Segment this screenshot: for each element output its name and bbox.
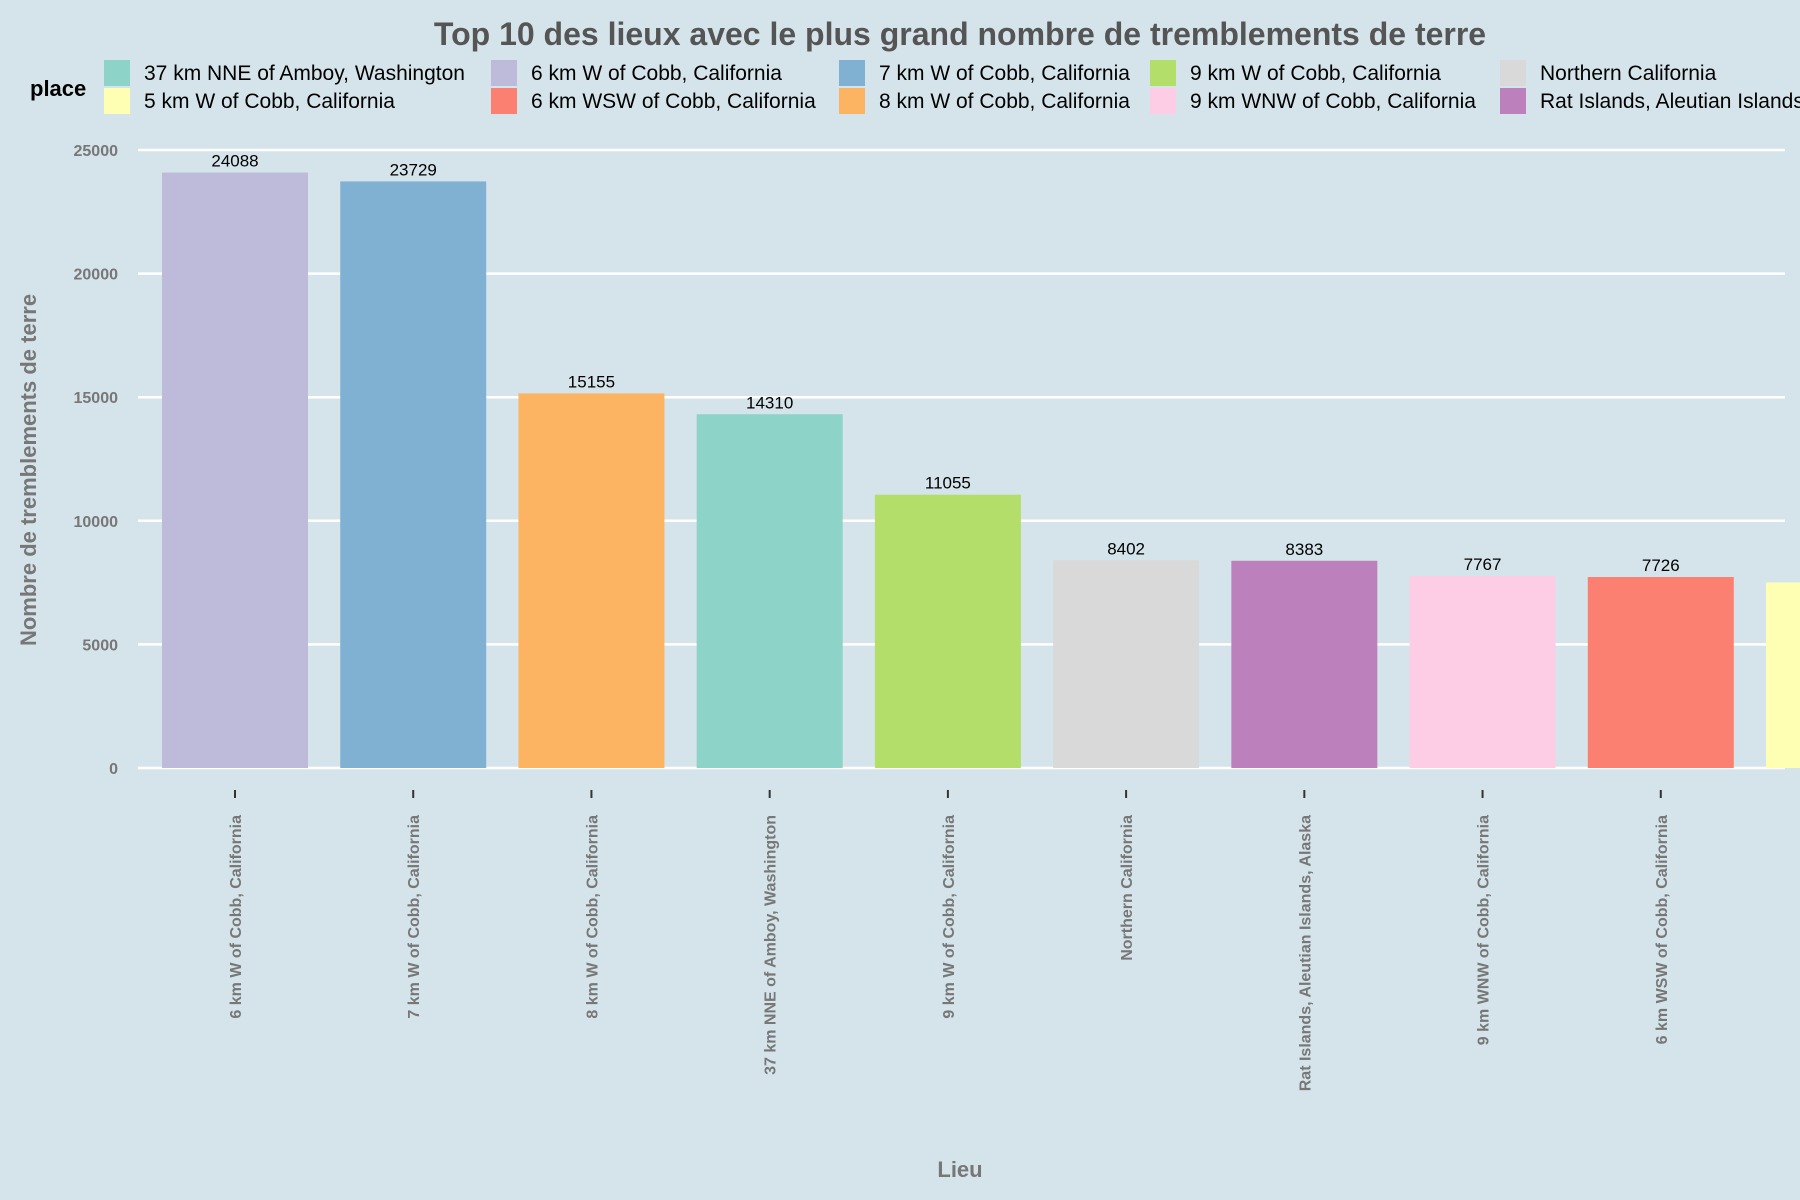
bar — [1409, 575, 1556, 768]
legend-swatch — [1500, 88, 1526, 114]
legend-swatch — [104, 88, 130, 114]
bar-value-label: 7767 — [1464, 555, 1502, 574]
bar — [874, 494, 1021, 768]
bar — [518, 393, 665, 768]
legend-entry-label: 9 km WNW of Cobb, California — [1190, 90, 1476, 113]
bar-value-label: 14310 — [746, 393, 793, 412]
legend-swatch — [491, 88, 517, 114]
legend-entry-label: Rat Islands, Aleutian Islands, Alaska — [1540, 90, 1800, 113]
y-tick-label: 10000 — [74, 514, 119, 531]
x-tick-label: Northern California — [1119, 815, 1136, 961]
bar-value-label: 15155 — [568, 372, 615, 391]
x-tick-label: 6 km WSW of Cobb, California — [1654, 815, 1671, 1044]
legend-swatch — [104, 60, 130, 86]
legend-swatch — [839, 88, 865, 114]
y-tick-label: 15000 — [74, 390, 119, 407]
x-tick-label: 9 km W of Cobb, California — [941, 815, 958, 1019]
bar-value-label: 7726 — [1642, 556, 1680, 575]
bar — [696, 414, 843, 768]
x-tick-label: 9 km WNW of Cobb, California — [1476, 815, 1493, 1045]
legend-swatch — [1150, 88, 1176, 114]
y-tick-label: 5000 — [82, 637, 118, 654]
bar-value-label: 8402 — [1107, 539, 1145, 558]
bar-value-label: 11055 — [925, 474, 971, 493]
bar — [1587, 577, 1734, 768]
legend-entry-label: 5 km W of Cobb, California — [144, 90, 395, 113]
y-axis-label: Nombre de tremblements de terre — [16, 294, 41, 646]
y-tick-label: 20000 — [74, 267, 119, 284]
legend-entry-label: 8 km W of Cobb, California — [879, 90, 1130, 113]
x-axis-ticks: 6 km W of Cobb, California 7 km W of Cobb… — [228, 790, 1671, 1091]
bars: 24088 23729 15155 14310 11055 8402 8383 7767 772… — [162, 152, 1800, 768]
x-tick-label: 37 km NNE of Amboy, Washington — [763, 815, 780, 1075]
legend-entry-label: 6 km WSW of Cobb, California — [531, 90, 816, 113]
x-axis-label: Lieu — [937, 1157, 982, 1182]
legend-swatch — [1150, 60, 1176, 86]
x-tick-label: Rat Islands, Aleutian Islands, Alaska — [1297, 815, 1314, 1091]
bar-value-label: 23729 — [390, 160, 437, 179]
y-axis-ticks: 0 5000 10000 15000 20000 25000 — [74, 143, 119, 778]
bar-value-label: 8383 — [1285, 540, 1323, 559]
bar — [1766, 582, 1800, 768]
legend-entry-label: 9 km W of Cobb, California — [1190, 62, 1441, 85]
chart-title: Top 10 des lieux avec le plus grand nomb… — [434, 16, 1486, 52]
legend-entry-label: Northern California — [1540, 62, 1717, 85]
legend-swatch — [491, 60, 517, 86]
x-tick-label: 6 km W of Cobb, California — [228, 815, 245, 1019]
legend-title: place — [30, 76, 86, 101]
legend-swatch — [1500, 60, 1526, 86]
bar — [1231, 560, 1378, 768]
legend-entry-label: 6 km W of Cobb, California — [531, 62, 782, 85]
legend: place 37 km NNE of Amboy, Washington 6 km… — [30, 60, 1800, 114]
x-tick-label: 7 km W of Cobb, California — [406, 815, 423, 1019]
legend-entry-label: 7 km W of Cobb, California — [879, 62, 1130, 85]
y-tick-label: 0 — [109, 761, 118, 778]
bar — [162, 172, 308, 768]
bar — [340, 181, 487, 768]
bar — [1053, 560, 1200, 768]
y-tick-label: 25000 — [74, 143, 119, 160]
legend-swatch — [839, 60, 865, 86]
x-tick-label: 8 km W of Cobb, California — [584, 815, 601, 1019]
bar-value-label: 24088 — [211, 152, 258, 171]
legend-entry-label: 37 km NNE of Amboy, Washington — [144, 62, 465, 85]
